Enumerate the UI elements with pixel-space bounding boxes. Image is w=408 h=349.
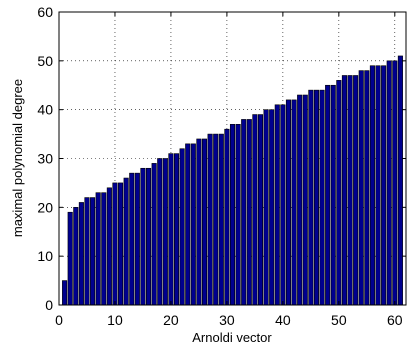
ticks	[58, 11, 406, 306]
bar	[302, 94, 308, 306]
bar	[62, 280, 68, 306]
bar	[313, 89, 319, 306]
bar	[129, 172, 135, 306]
bar	[140, 167, 146, 306]
bar	[168, 153, 174, 306]
bar	[157, 158, 163, 306]
bar	[274, 104, 280, 306]
bar	[308, 89, 314, 306]
bar	[218, 133, 224, 306]
y-tick-label: 60	[37, 4, 53, 20]
bar	[381, 65, 387, 306]
x-tick-label: 0	[55, 312, 63, 328]
bar	[257, 114, 264, 306]
bar	[369, 65, 375, 306]
bar	[252, 114, 258, 306]
y-tick-label: 0	[45, 297, 53, 313]
bar	[201, 138, 208, 306]
bar	[392, 60, 398, 306]
bar	[229, 124, 236, 306]
bar	[112, 182, 118, 306]
bar	[134, 172, 140, 306]
bar	[241, 119, 247, 306]
bar	[375, 65, 381, 306]
bar	[173, 153, 180, 306]
bar	[151, 163, 157, 306]
x-tick-labels: 0 10 20 30 40 50 60	[55, 312, 403, 328]
bar	[269, 109, 275, 306]
bar	[224, 128, 230, 306]
bar	[196, 138, 202, 306]
bar	[386, 60, 392, 306]
x-axis-label: Arnoldi vector	[192, 330, 272, 345]
x-tick-label: 30	[219, 312, 235, 328]
bar	[341, 75, 347, 306]
y-tick-label: 40	[37, 102, 53, 118]
y-tick-label: 10	[37, 248, 53, 264]
bar	[84, 197, 90, 306]
bar	[101, 192, 107, 306]
bar	[263, 109, 269, 306]
bar	[190, 143, 196, 306]
bar	[319, 89, 325, 306]
x-tick-label: 20	[163, 312, 179, 328]
bar	[297, 94, 303, 306]
bar	[162, 158, 168, 306]
bar	[67, 211, 73, 306]
y-axis-label: maximal polynomial degree	[10, 79, 25, 237]
bar	[358, 70, 364, 306]
bar	[207, 133, 213, 306]
y-tick-label: 50	[37, 53, 53, 69]
bar	[325, 84, 331, 306]
y-tick-labels: 0 10 20 30 40 50 60	[37, 4, 53, 313]
bar	[106, 187, 112, 306]
bars	[62, 55, 403, 306]
bar	[185, 143, 191, 306]
bar	[179, 148, 185, 306]
bar	[336, 80, 342, 306]
x-tick-label: 50	[331, 312, 347, 328]
bar	[146, 167, 152, 306]
x-tick-label: 40	[275, 312, 291, 328]
bar	[123, 177, 129, 306]
bar	[246, 119, 252, 306]
bar	[90, 197, 96, 306]
bar	[291, 99, 297, 306]
bar	[118, 182, 124, 306]
y-tick-label: 20	[37, 199, 53, 215]
bar	[280, 104, 286, 306]
x-tick-label: 10	[107, 312, 123, 328]
bar	[235, 124, 241, 306]
bar	[213, 133, 219, 306]
bar	[353, 75, 359, 306]
bar	[330, 84, 336, 306]
bar	[78, 202, 84, 306]
bar	[95, 192, 101, 306]
bar	[73, 207, 79, 306]
bar	[347, 75, 353, 306]
bar	[364, 70, 370, 306]
bar	[285, 99, 292, 306]
bar	[397, 55, 403, 306]
x-tick-label: 60	[387, 312, 403, 328]
y-tick-label: 30	[37, 151, 53, 167]
